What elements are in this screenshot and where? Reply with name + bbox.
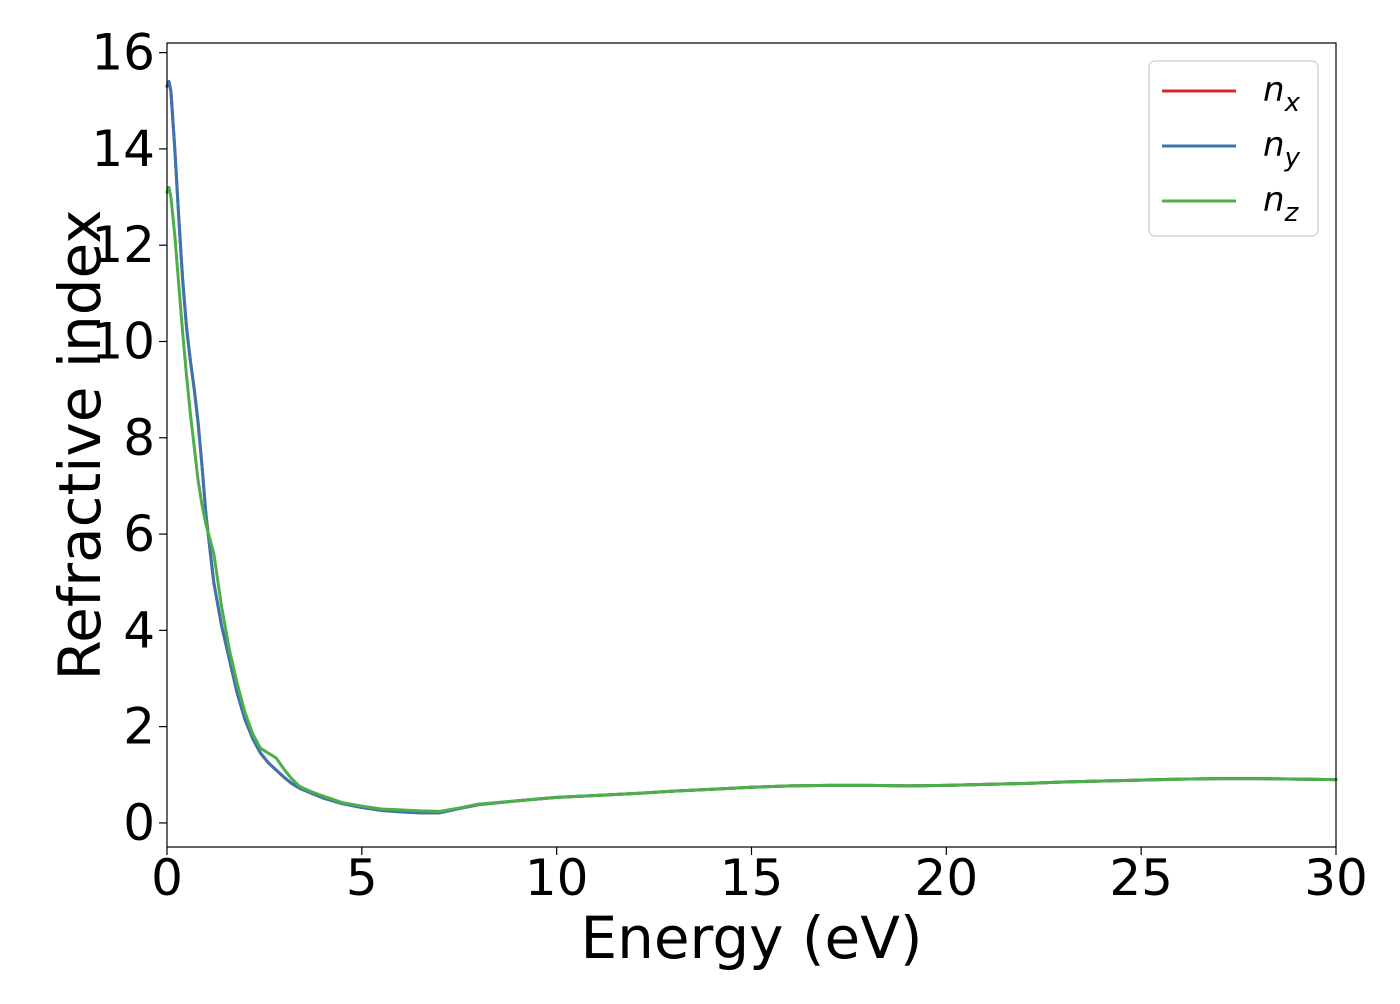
x-tick-label: 25 [1109, 849, 1173, 907]
y-tick-label: 14 [91, 120, 155, 178]
y-tick-label: 10 [91, 312, 155, 370]
x-tick-label: 20 [915, 849, 979, 907]
legend-box [1148, 60, 1319, 237]
y-tick-label: 8 [123, 409, 155, 467]
y-tick-label: 6 [123, 505, 155, 563]
y-tick-label: 2 [123, 698, 155, 756]
x-tick-label: 30 [1304, 849, 1368, 907]
legend-label-n-y: ny [1263, 125, 1301, 173]
x-axis-title: Energy (eV) [580, 904, 922, 972]
x-tick-label: 10 [525, 849, 589, 907]
x-tick-label: 5 [346, 849, 378, 907]
x-tick-label: 15 [720, 849, 784, 907]
y-tick-label: 0 [123, 794, 155, 852]
series-layer [165, 80, 1338, 815]
y-tick-label: 12 [91, 216, 155, 274]
legend: nx ny nz [1148, 60, 1319, 237]
y-tick-label: 4 [123, 601, 155, 659]
y-axis-ticks: 0 2 4 6 8 10 12 14 16 [91, 24, 167, 852]
series-line-n-z [165, 185, 1338, 813]
y-tick-label: 16 [91, 24, 155, 82]
y-axis-title: Refractive index [46, 209, 114, 680]
x-tick-label: 0 [151, 849, 183, 907]
legend-label-n-x: nx [1263, 70, 1301, 118]
x-axis-ticks: 0 5 10 15 20 25 30 [151, 847, 1368, 907]
legend-label-n-z: nz [1263, 180, 1300, 228]
